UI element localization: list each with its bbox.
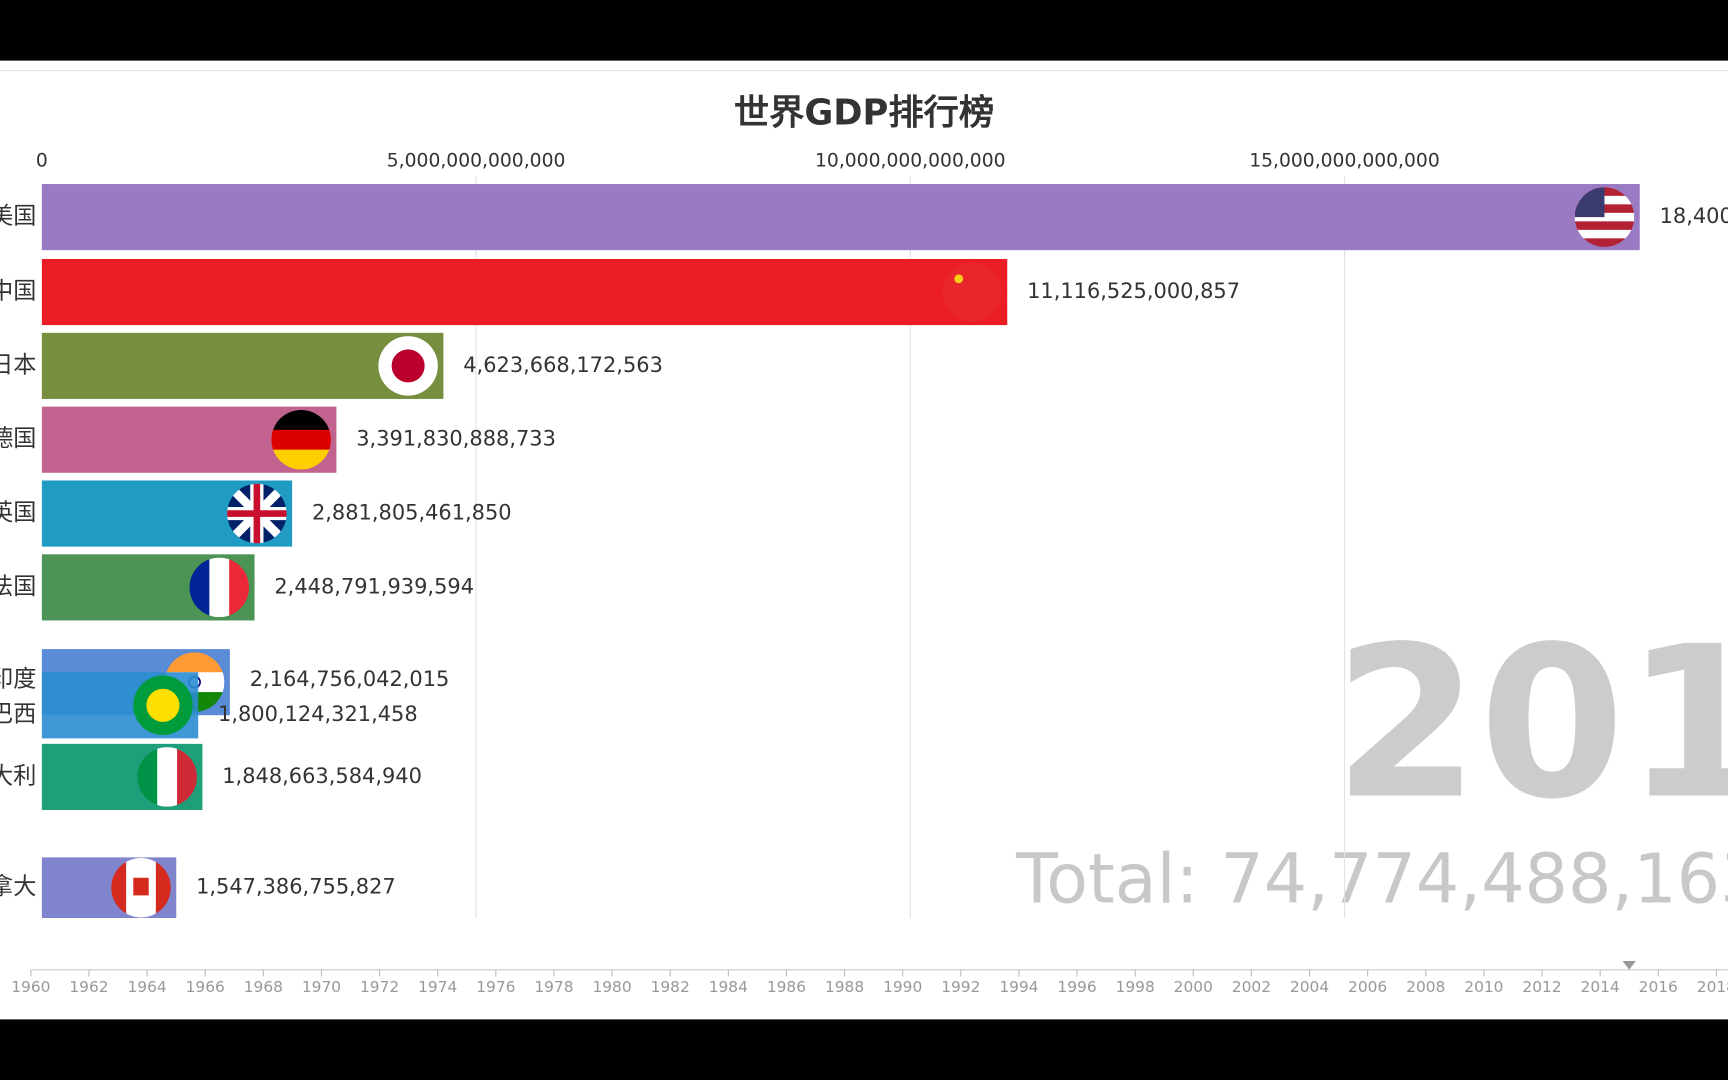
category-label: 美国 [0,204,36,230]
category-label: 日本 [0,352,36,378]
value-label: 1,848,663,584,940 [222,764,422,788]
category-label: 中国 [0,279,36,305]
timeline-label: 1962 [69,978,108,996]
x-tick-label: 0 [36,150,48,171]
value-label: 2,448,791,939,594 [274,574,474,598]
timeline-label: 1980 [592,978,631,996]
value-label: 18,400, [1660,204,1728,228]
timeline-label: 1990 [883,978,922,996]
timeline-label: 1964 [127,978,166,996]
flag [271,409,331,470]
flag-stripe [164,652,225,673]
value-label: 2,164,756,042,015 [250,667,450,691]
flag [227,483,287,544]
flag-stripe [1574,204,1635,214]
timeline-label: 1994 [999,978,1038,996]
bottom-band [0,1019,1728,1080]
category-label: 法国 [0,574,36,600]
flag-cross [227,483,287,544]
flag [942,262,1002,322]
timeline-marker [1622,960,1636,970]
x-tick-label: 10,000,000,000,000 [815,150,1006,171]
timeline-label: 1976 [476,978,515,996]
x-tick-label: 15,000,000,000,000 [1249,150,1440,171]
flag-disc [391,349,425,383]
flag-stripe [1574,187,1635,197]
timeline-label: 2008 [1406,978,1445,996]
timeline-label: 2010 [1464,978,1503,996]
timeline-label: 2014 [1581,978,1620,996]
timeline-label: 1974 [418,978,457,996]
bar [41,184,1640,251]
flag-stripe [1574,229,1635,239]
timeline-label: 1970 [302,978,341,996]
value-label: 4,623,668,172,563 [463,353,663,377]
flag [1574,187,1635,247]
flag-stripe [271,409,331,431]
category-label: 德国 [0,426,36,452]
value-label: 1,800,124,321,458 [218,702,418,726]
timeline-label: 1992 [941,978,980,996]
flag [189,557,250,618]
flag-stripe [229,557,250,618]
flag-stripe [209,557,230,618]
value-label: 3,391,830,888,733 [356,427,556,451]
timeline-label: 2006 [1348,978,1387,996]
category-label: 英国 [0,500,36,526]
year-label: 2015 [1333,602,1728,845]
flag-stripe [942,262,1002,322]
flag-stripe [1574,195,1635,205]
total-label: Total: 74,774,488,163,3 [1015,840,1728,919]
timeline-label: 2018 [1697,978,1728,996]
timeline-label: 2000 [1174,978,1213,996]
timeline-label: 1978 [534,978,573,996]
top-band [0,0,1728,61]
flag-stripe [1574,238,1635,247]
timeline-label: 1972 [360,978,399,996]
timeline-label: 1968 [244,978,283,996]
flag-stripe [1574,221,1635,231]
flag-stripe [189,557,210,618]
chart-title: 世界GDP排行榜 [734,93,994,134]
category-label: 印度 [0,666,36,692]
flag-stripe [1574,212,1635,222]
category-label: 拿大 [0,873,36,900]
timeline-label: 1986 [767,978,806,996]
timeline-label: 1982 [651,978,690,996]
bar [41,258,1008,326]
flag [133,675,193,736]
flag-disc [146,688,180,722]
value-label: 1,547,386,755,827 [196,875,396,899]
timeline-label: 2016 [1639,978,1678,996]
timeline-label: 1996 [1057,978,1096,996]
timeline-label: 1984 [709,978,748,996]
timeline-label: 2004 [1290,978,1329,996]
flag-stripe [271,449,331,470]
bar [41,332,444,399]
timeline-label: 1966 [186,978,225,996]
category-label: 巴西 [0,702,36,728]
category-label: 大利 [0,763,36,789]
flag-star [954,274,964,284]
timeline-label: 1960 [11,978,50,996]
value-label: 2,881,805,461,850 [312,501,512,525]
timeline-label: 2002 [1232,978,1271,996]
timeline-label: 2012 [1522,978,1561,996]
timeline-label: 1998 [1116,978,1155,996]
flag-stripe [157,747,178,807]
value-label: 11,116,525,000,857 [1027,279,1240,303]
flag [378,336,438,396]
flag-stripe [177,747,197,807]
flag-stripe [271,429,331,451]
timeline-label: 1988 [825,978,864,996]
flag [137,747,197,807]
flag-stripe [137,747,158,807]
x-tick-label: 5,000,000,000,000 [387,150,566,171]
flag-leaf [133,877,149,896]
